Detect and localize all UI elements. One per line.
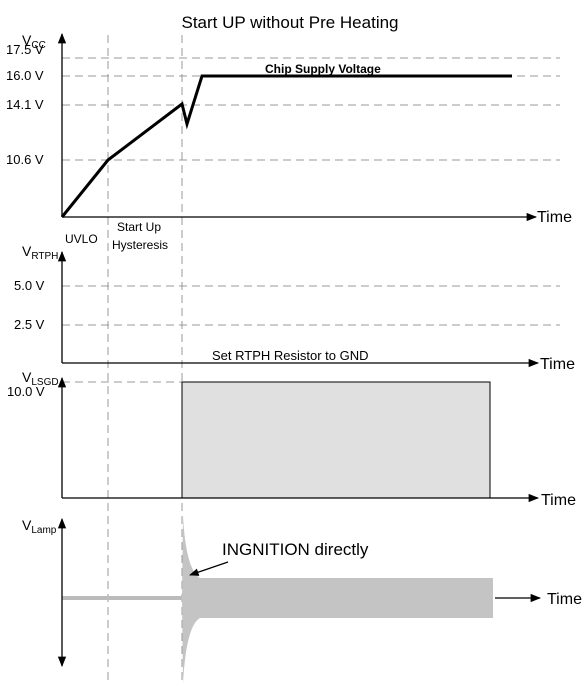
lamp-waveform [182, 516, 493, 684]
annotation-arrow [189, 561, 229, 576]
axis-label: VLamp [22, 517, 57, 536]
tick-label: 5.0 V [14, 278, 45, 293]
gate-pulse [181, 381, 491, 499]
vcc-curve [60, 74, 512, 218]
axis-label: VRTPH [22, 243, 58, 262]
panel-rtph: VRTPH 5.0 V 2.5 V Time Set RTPH Resistor… [14, 243, 575, 373]
tick-label: 10.6 V [6, 152, 44, 167]
x-label: Time [541, 492, 576, 509]
x-label: Time [537, 209, 572, 226]
panel-vcc: VCC 17.5 V 16.0 V 14.1 V 10.6 V Time Chi… [6, 32, 572, 252]
panel-lsgd: VLSGD 10.0 V Time [7, 369, 576, 509]
annotation: Chip Supply Voltage [265, 62, 381, 76]
phase-label: Hysteresis [112, 238, 168, 252]
tick-label: 16.0 V [6, 68, 44, 83]
annotation: INGNITION directly [222, 540, 369, 559]
axis-label: VCC [22, 32, 46, 51]
axis-label: VLSGD [22, 369, 59, 388]
title: Start UP without Pre Heating [181, 13, 398, 32]
tick-label: 10.0 V [7, 384, 45, 399]
phase-label: UVLO [65, 232, 98, 246]
annotation: Set RTPH Resistor to GND [212, 348, 369, 363]
tick-label: 2.5 V [14, 317, 45, 332]
tick-label: 17.5 V [6, 42, 44, 57]
lamp-preignition [62, 596, 182, 600]
panel-lamp: VLamp Time INGNITION directly [22, 516, 582, 684]
x-label: Time [540, 356, 575, 373]
tick-label: 14.1 V [6, 97, 44, 112]
phase-label: Start Up [117, 220, 161, 234]
x-label: Time [547, 591, 582, 608]
